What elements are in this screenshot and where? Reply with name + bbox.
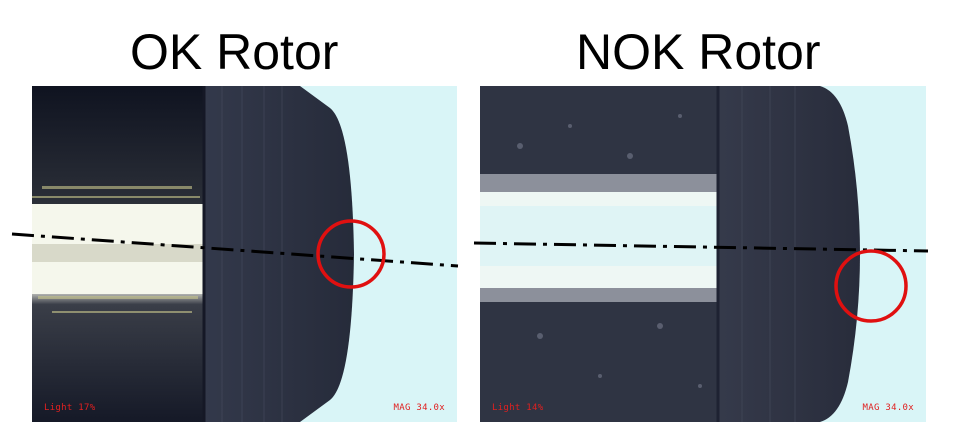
- nok-mag-readout: MAG 34.0x: [862, 403, 914, 413]
- ok-rotor-image: Light 17% MAG 34.0x: [32, 86, 457, 422]
- nok-rotor-image: Light 14% MAG 34.0x: [480, 86, 926, 422]
- ok-rotor-title: OK Rotor: [130, 24, 339, 80]
- ok-light-readout: Light 17%: [44, 403, 96, 413]
- nok-rotor-title: NOK Rotor: [576, 24, 821, 80]
- ok-mag-readout: MAG 34.0x: [393, 403, 445, 413]
- nok-rotor-photo: [480, 86, 926, 422]
- ok-rotor-photo: [32, 86, 457, 422]
- nok-light-readout: Light 14%: [492, 403, 544, 413]
